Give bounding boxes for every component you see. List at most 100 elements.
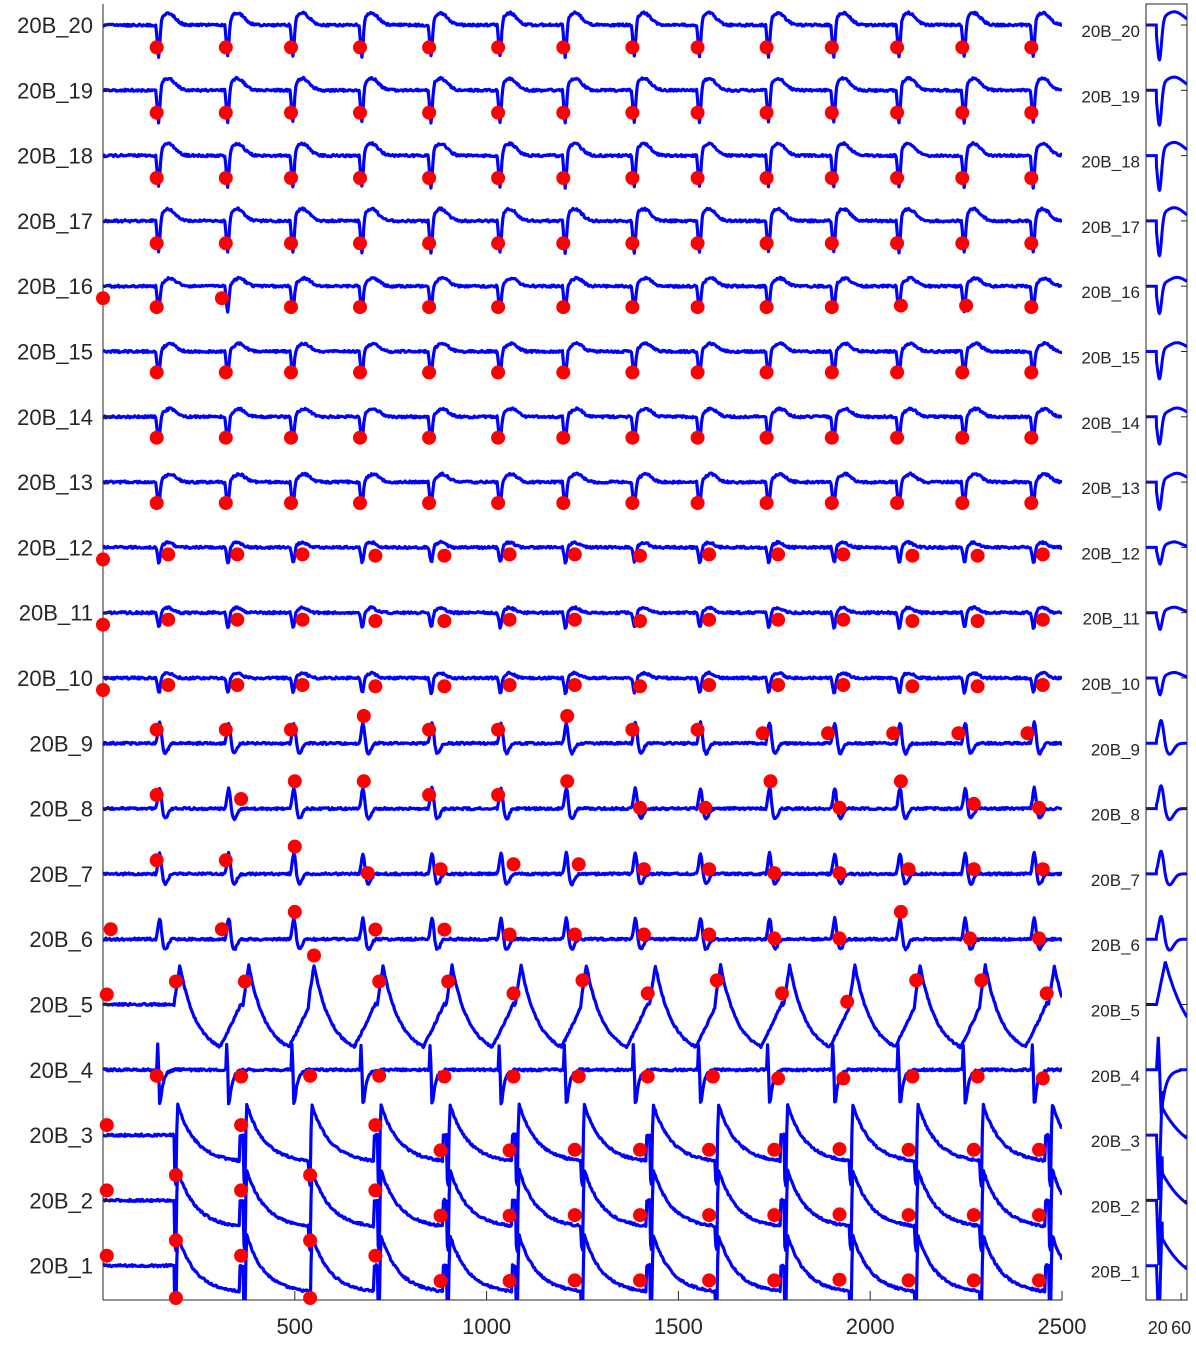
y-tick-label-20B_9: 20B_9 (29, 731, 93, 756)
activation-marker (491, 105, 506, 120)
activation-marker (149, 1068, 164, 1083)
inset-y-tick-label-20B_5: 20B_5 (1091, 1002, 1140, 1021)
activation-marker (702, 1142, 717, 1157)
activation-marker (234, 1248, 249, 1263)
inset-y-tick-label-20B_16: 20B_16 (1081, 283, 1140, 302)
activation-marker (230, 678, 245, 692)
activation-marker (690, 40, 705, 55)
activation-marker (491, 365, 506, 380)
inset-y-tick-label-20B_18: 20B_18 (1081, 153, 1140, 172)
activation-marker (886, 726, 901, 741)
activation-marker (295, 612, 310, 627)
activation-marker (771, 1071, 786, 1086)
activation-marker (502, 927, 517, 942)
activation-marker (901, 862, 916, 877)
activation-marker (237, 974, 252, 989)
activation-marker (234, 792, 249, 806)
activation-marker (307, 948, 321, 963)
activation-marker (959, 298, 974, 313)
activation-marker (161, 547, 176, 562)
activation-marker (890, 496, 905, 510)
inset-x-tick-label: 20 (1148, 1318, 1168, 1338)
activation-marker (702, 927, 717, 942)
x-tick-label: 2500 (1038, 1314, 1087, 1339)
activation-marker (955, 105, 970, 120)
activation-marker (234, 1118, 249, 1133)
trace-20B_4 (103, 1042, 1062, 1106)
activation-marker (1024, 105, 1039, 120)
activation-marker (836, 678, 851, 692)
activation-marker (353, 105, 367, 120)
activation-marker (690, 722, 705, 737)
inset-trace-20B_17 (1146, 206, 1187, 258)
activation-marker (437, 922, 452, 937)
activation-marker (1035, 1071, 1050, 1086)
activation-marker (1024, 40, 1039, 55)
activation-marker (702, 612, 717, 627)
activation-marker (491, 788, 506, 802)
activation-marker (433, 1143, 448, 1158)
inset-y-tick-label-20B_6: 20B_6 (1091, 936, 1140, 955)
activation-marker (955, 171, 970, 185)
activation-marker (491, 496, 506, 510)
activation-marker (161, 678, 176, 692)
activation-marker (422, 365, 437, 380)
activation-marker (1024, 236, 1039, 251)
y-tick-label-20B_14: 20B_14 (17, 405, 93, 430)
activation-marker (149, 171, 164, 185)
activation-marker (824, 430, 839, 445)
trace-20B_11 (103, 605, 1062, 630)
activation-marker (230, 612, 245, 627)
activation-marker (966, 1273, 981, 1288)
activation-marker (970, 679, 985, 694)
activation-marker (901, 1142, 916, 1157)
activation-marker (567, 1142, 582, 1157)
activation-marker (353, 236, 367, 251)
activation-marker (974, 973, 989, 988)
activation-marker (1035, 862, 1050, 877)
activation-marker (422, 236, 437, 251)
activation-marker (284, 105, 298, 120)
inset-frame (1145, 3, 1188, 1301)
activation-marker (506, 986, 521, 1001)
trace-group (103, 10, 1062, 1300)
trace-20B_6 (103, 915, 1062, 952)
activation-marker (759, 365, 774, 380)
activation-marker (759, 300, 774, 315)
activation-marker (640, 1069, 655, 1084)
inset-y-tick-label-20B_1: 20B_1 (1091, 1263, 1140, 1282)
inset-trace-20B_11 (1146, 605, 1187, 632)
inset-y-tick-label-20B_10: 20B_10 (1081, 675, 1140, 694)
activation-marker (218, 40, 233, 55)
trace-20B_8 (103, 785, 1062, 822)
activation-marker (836, 612, 851, 627)
activation-marker (625, 722, 640, 737)
activation-marker (560, 709, 575, 723)
x-tick-label: 500 (276, 1314, 313, 1339)
activation-marker (284, 40, 298, 55)
activation-marker (832, 1207, 847, 1222)
activation-marker (1032, 800, 1046, 815)
activation-marker (625, 171, 640, 185)
activation-marker (1035, 678, 1050, 692)
inset-trace-20B_12 (1146, 540, 1187, 566)
y-tick-label-20B_12: 20B_12 (17, 535, 93, 560)
inset-trace-20B_9 (1146, 719, 1187, 756)
activation-marker (571, 1069, 586, 1084)
activation-marker (702, 1273, 717, 1288)
activation-marker (759, 105, 774, 120)
activation-marker (437, 1069, 452, 1084)
activation-marker (353, 40, 367, 55)
activation-marker (905, 1069, 920, 1084)
y-tick-label-20B_13: 20B_13 (17, 470, 93, 495)
activation-marker (832, 800, 847, 815)
activation-marker (1024, 430, 1039, 445)
activation-marker (755, 726, 770, 741)
activation-marker (218, 853, 233, 868)
activation-marker (234, 1069, 249, 1084)
activation-marker (353, 300, 367, 315)
activation-marker (759, 236, 774, 251)
